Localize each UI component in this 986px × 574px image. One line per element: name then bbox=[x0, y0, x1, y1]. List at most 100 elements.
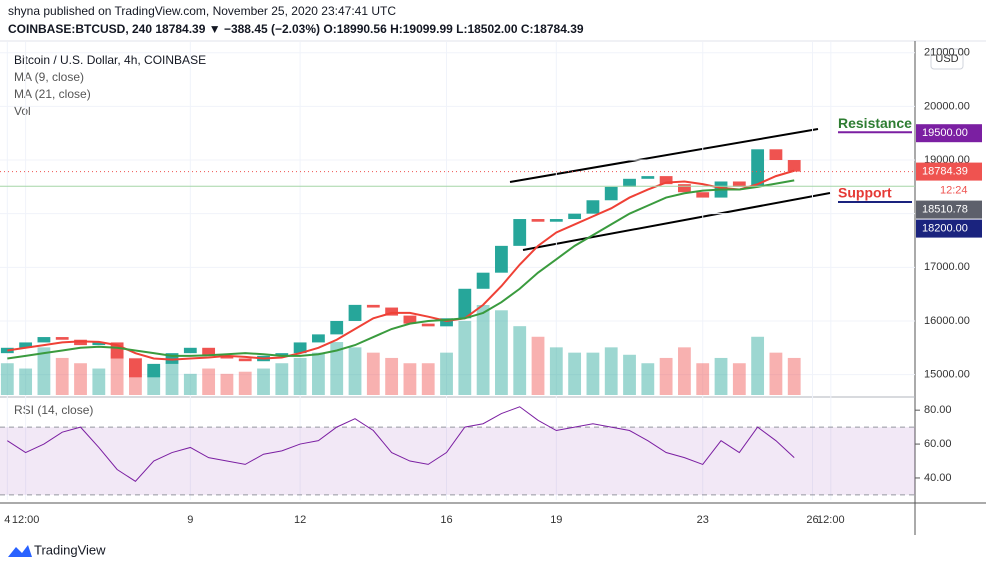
candle bbox=[531, 219, 545, 222]
resistance-channel bbox=[509, 128, 819, 183]
candle bbox=[769, 149, 783, 161]
price-tag bbox=[916, 219, 982, 238]
candle bbox=[74, 339, 87, 346]
volume-bar bbox=[220, 373, 234, 395]
x-tick-label: 12:00 bbox=[817, 514, 845, 526]
candle bbox=[421, 323, 435, 327]
volume-bar bbox=[714, 357, 728, 395]
volume-bar bbox=[769, 352, 783, 395]
candle bbox=[751, 149, 765, 187]
legend-title: Bitcoin / U.S. Dollar, 4h, COINBASE bbox=[14, 53, 206, 67]
price-tag-label: 19500.00 bbox=[922, 127, 968, 139]
legend-ma21: MA (21, close) bbox=[14, 87, 91, 101]
candle bbox=[787, 160, 801, 172]
candle bbox=[513, 219, 527, 246]
price-tag-label: 18510.78 bbox=[922, 203, 968, 215]
volume-bar bbox=[586, 352, 600, 395]
candle bbox=[348, 304, 362, 321]
ma-line bbox=[7, 179, 795, 360]
volume-bar bbox=[421, 363, 435, 395]
volume-bar bbox=[787, 357, 801, 395]
y-tick-label: 17000.00 bbox=[924, 261, 970, 273]
volume-bar bbox=[751, 336, 765, 395]
volume-bar bbox=[366, 352, 380, 395]
annotation: Resistance bbox=[838, 115, 912, 131]
candle bbox=[0, 347, 14, 354]
volume-bar bbox=[403, 363, 417, 395]
x-tick-label: 16 bbox=[440, 514, 452, 526]
candle bbox=[623, 178, 636, 187]
volume-bar bbox=[183, 373, 197, 395]
candle bbox=[440, 318, 453, 327]
y-tick-label: 16000.00 bbox=[924, 315, 970, 327]
candle bbox=[568, 213, 582, 220]
logo bbox=[8, 545, 32, 557]
candle bbox=[385, 307, 399, 316]
x-tick-label: 23 bbox=[697, 514, 709, 526]
candle bbox=[275, 353, 289, 356]
candle bbox=[330, 320, 344, 335]
published: shyna published on TradingView.com, Nove… bbox=[8, 4, 396, 18]
volume-bar bbox=[385, 357, 399, 395]
candle bbox=[92, 342, 106, 346]
volume-bar bbox=[513, 326, 527, 395]
y-tick-label: 15000.00 bbox=[924, 369, 970, 381]
volume-bar bbox=[604, 347, 618, 395]
volume-bar bbox=[458, 320, 472, 395]
volume-bar bbox=[257, 368, 270, 395]
candle bbox=[476, 272, 490, 289]
volume-bar bbox=[495, 310, 508, 395]
candle bbox=[549, 219, 563, 222]
candle bbox=[641, 176, 655, 179]
ma-line bbox=[7, 169, 795, 361]
volume-bar bbox=[74, 363, 87, 395]
price-tag bbox=[916, 124, 982, 143]
x-tick-label: 12:00 bbox=[12, 514, 40, 526]
volume-bar bbox=[568, 352, 582, 395]
rsi-tick-label: 40.00 bbox=[924, 472, 952, 484]
candle bbox=[19, 342, 33, 348]
volume-bar bbox=[641, 363, 655, 395]
x-tick-label: 19 bbox=[550, 514, 562, 526]
x-tick-label: 12 bbox=[294, 514, 306, 526]
candle bbox=[659, 176, 673, 185]
candle bbox=[696, 192, 710, 198]
legend-ma9: MA (9, close) bbox=[14, 70, 84, 84]
candle bbox=[678, 184, 691, 193]
footer: TradingView bbox=[8, 542, 106, 557]
y-tick-label: 20000.00 bbox=[924, 100, 970, 112]
volume-bar bbox=[293, 357, 307, 395]
candle bbox=[37, 337, 51, 343]
candle bbox=[220, 355, 234, 359]
volume-bar bbox=[55, 357, 69, 395]
legend-rsi: RSI (14, close) bbox=[14, 403, 93, 417]
legend-vol: Vol bbox=[14, 104, 31, 118]
brand: TradingView bbox=[34, 542, 106, 557]
volume-bar bbox=[531, 336, 545, 395]
rsi-band bbox=[0, 427, 915, 495]
volume-bar bbox=[732, 363, 746, 395]
currency: USD bbox=[935, 53, 958, 65]
quote: COINBASE:BTCUSD, 240 18784.39 ▼ −388.45 … bbox=[8, 22, 584, 36]
volume-bar bbox=[37, 347, 51, 395]
volume-bar bbox=[165, 363, 179, 395]
candle bbox=[312, 334, 325, 343]
candle bbox=[202, 347, 216, 356]
candle bbox=[147, 363, 161, 378]
volume-bar bbox=[312, 352, 325, 395]
volume-bar bbox=[0, 363, 14, 395]
currency-button[interactable] bbox=[930, 48, 964, 70]
volume-bar bbox=[659, 357, 673, 395]
volume-bar bbox=[92, 368, 106, 395]
candle bbox=[458, 288, 472, 319]
volume-bar bbox=[476, 305, 490, 395]
price-tag-label: 18200.00 bbox=[922, 222, 968, 234]
candle bbox=[165, 353, 179, 364]
candle bbox=[403, 315, 417, 324]
price-tag bbox=[916, 162, 982, 181]
countdown: 12:24 bbox=[940, 184, 968, 196]
volume-bar bbox=[19, 368, 33, 395]
candle bbox=[293, 342, 307, 354]
